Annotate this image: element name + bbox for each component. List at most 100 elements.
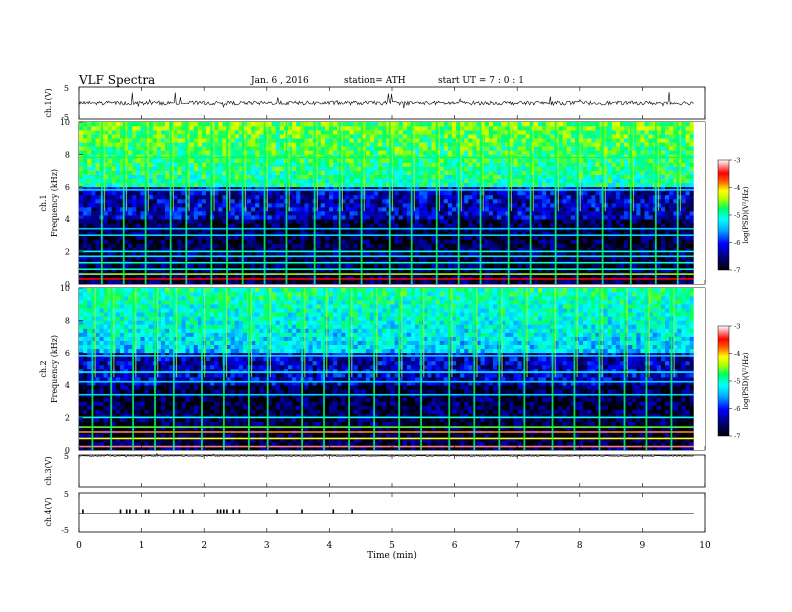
spectrogram-cell bbox=[673, 215, 678, 220]
spectrogram-cell bbox=[476, 194, 481, 200]
spectrogram-cell bbox=[554, 263, 559, 269]
spectrogram-cell bbox=[152, 255, 158, 260]
spectrogram-cell bbox=[304, 207, 309, 212]
spectrogram-cell bbox=[476, 158, 481, 163]
spectrogram-cell bbox=[415, 259, 420, 265]
spectrogram-cell bbox=[333, 235, 338, 240]
spectrogram-cell bbox=[226, 223, 231, 228]
spectrogram-cell bbox=[263, 251, 268, 256]
spectrogram-cell bbox=[624, 190, 629, 196]
spectrogram-cell bbox=[660, 207, 666, 212]
spectrogram-cell bbox=[513, 279, 518, 285]
spectrogram-cell bbox=[435, 279, 440, 285]
spectrogram-cell bbox=[218, 247, 223, 252]
spectrogram-cell bbox=[419, 211, 424, 216]
spectrogram-cell bbox=[578, 235, 584, 240]
spectrogram-cell bbox=[542, 203, 547, 208]
spectrogram-cell bbox=[218, 198, 223, 204]
spectrogram-cell bbox=[480, 231, 486, 236]
spectrogram-cell bbox=[328, 194, 334, 200]
spectrogram-cell bbox=[390, 239, 395, 244]
spectrogram-cell bbox=[119, 207, 125, 212]
spectrogram-cell bbox=[181, 203, 186, 208]
spectrogram-cell bbox=[189, 174, 195, 179]
spectrogram-cell bbox=[542, 275, 547, 281]
spectrogram-cell bbox=[296, 162, 301, 167]
spectrogram-cell bbox=[300, 275, 305, 281]
spectrogram-cell bbox=[505, 158, 510, 163]
spectrogram-cell bbox=[509, 235, 514, 240]
spectrogram-cell bbox=[640, 174, 645, 179]
spectrogram-cell bbox=[578, 186, 584, 192]
spectrogram-cell bbox=[369, 182, 375, 188]
spectrogram-cell bbox=[230, 166, 236, 171]
spectrogram-cell bbox=[521, 178, 527, 184]
spectrogram-cell bbox=[439, 259, 445, 265]
spectrogram-cell bbox=[226, 158, 231, 163]
spectrogram-cell bbox=[210, 219, 215, 224]
spectrogram-cell bbox=[140, 279, 145, 285]
spectrogram-cell bbox=[406, 170, 412, 175]
spectrogram-cell bbox=[624, 247, 629, 252]
spectrogram-cell bbox=[255, 203, 260, 208]
spectrogram-cell bbox=[599, 158, 604, 163]
spectrogram-cell bbox=[595, 219, 600, 224]
spectrogram-cell bbox=[333, 247, 338, 252]
spectrogram-cell bbox=[423, 255, 428, 260]
spectrogram-cell bbox=[460, 194, 465, 200]
spectrogram-cell bbox=[427, 178, 432, 184]
spectrogram-cell bbox=[234, 275, 240, 281]
spectrogram-cell bbox=[599, 203, 604, 208]
spectrogram-cell bbox=[542, 154, 547, 159]
spectrogram-cell bbox=[304, 251, 309, 256]
spectrogram-cell bbox=[247, 247, 252, 252]
spectrogram-cell bbox=[156, 243, 162, 248]
spectrogram-cell bbox=[304, 259, 309, 265]
spectrogram-cell bbox=[660, 231, 666, 236]
spectrogram-cell bbox=[95, 154, 100, 159]
spectrogram-cell bbox=[669, 219, 674, 224]
spectrogram-cell bbox=[378, 150, 383, 155]
spectrogram-cell bbox=[431, 259, 436, 265]
spectrogram-cell bbox=[484, 207, 490, 212]
spectrogram-cell bbox=[156, 162, 162, 167]
spectrogram-cell bbox=[173, 186, 178, 192]
spectrogram-cell bbox=[328, 247, 334, 252]
spectrogram-cell bbox=[476, 259, 481, 265]
spectrogram-cell bbox=[341, 203, 346, 208]
spectrogram-cell bbox=[292, 255, 297, 260]
spectrogram-cell bbox=[415, 263, 420, 269]
spectrogram-cell bbox=[447, 178, 453, 184]
spectrogram-cell bbox=[476, 207, 481, 212]
spectrogram-cell bbox=[677, 215, 682, 220]
spectrogram-cell bbox=[345, 190, 350, 196]
spectrogram-cell bbox=[648, 239, 654, 244]
spectrogram-cell bbox=[464, 235, 469, 240]
spectrogram-cell bbox=[288, 243, 293, 248]
spectrogram-cell bbox=[279, 275, 285, 281]
spectrogram-cell bbox=[247, 186, 252, 192]
spectrogram-cell bbox=[660, 247, 666, 252]
spectrogram-cell bbox=[435, 198, 440, 204]
spectrogram-cell bbox=[365, 186, 371, 192]
spectrogram-cell bbox=[353, 162, 358, 167]
spectrogram-cell bbox=[685, 231, 690, 236]
spectrogram-cell bbox=[406, 243, 412, 248]
spectrogram-cell bbox=[611, 263, 617, 269]
spectrogram-cell bbox=[103, 178, 108, 184]
spectrogram-cell bbox=[595, 203, 600, 208]
spectrogram-cell bbox=[87, 190, 92, 196]
spectrogram-cell bbox=[521, 186, 527, 192]
spectrogram-cell bbox=[468, 170, 473, 175]
spectrogram-cell bbox=[185, 223, 190, 228]
spectrogram-cell bbox=[624, 166, 629, 171]
spectrogram-cell bbox=[476, 275, 481, 281]
spectrogram-cell bbox=[435, 235, 440, 240]
spectrogram-cell bbox=[201, 207, 207, 212]
spectrogram-cell bbox=[632, 154, 637, 159]
spectrogram-cell bbox=[87, 247, 92, 252]
spectrogram-cell bbox=[390, 259, 395, 265]
spectrogram-cell bbox=[566, 166, 572, 171]
spectrogram-cell bbox=[484, 162, 490, 167]
spectrogram-cell bbox=[144, 243, 149, 248]
